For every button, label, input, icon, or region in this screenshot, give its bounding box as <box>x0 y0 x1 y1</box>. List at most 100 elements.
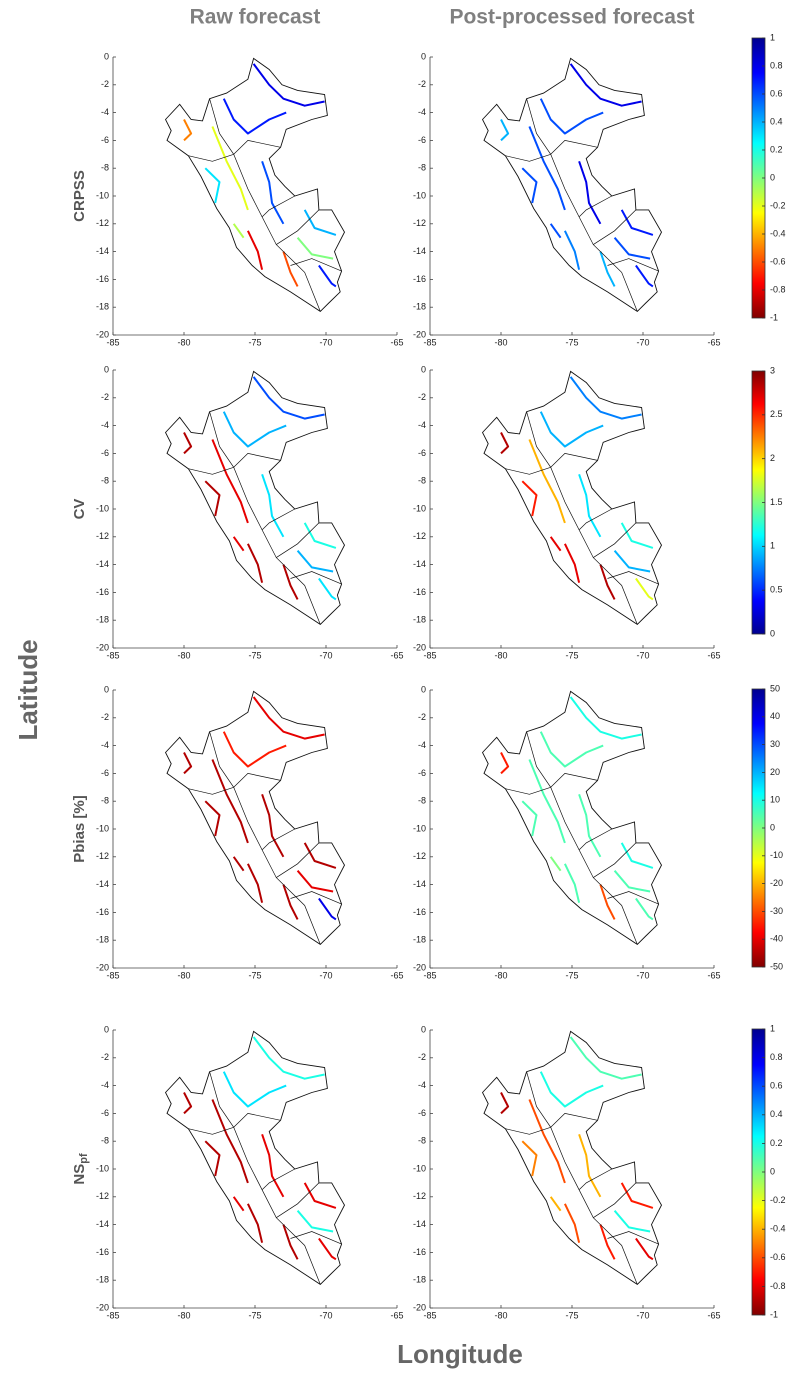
basin-boundary <box>290 571 342 585</box>
colorbar-tick-label: -0.6 <box>770 1252 786 1262</box>
colorbar-tick-label: 2.5 <box>770 409 783 419</box>
river <box>246 863 264 903</box>
y-tick-label: -8 <box>418 163 426 173</box>
river <box>296 1210 334 1233</box>
river <box>222 731 287 768</box>
river <box>282 884 299 920</box>
basin-boundary <box>526 98 638 312</box>
colorbar-tick-label: -0.2 <box>770 1195 786 1205</box>
basin-boundary <box>233 140 281 155</box>
basin-boundary <box>550 453 598 468</box>
river <box>539 98 604 135</box>
y-tick-label: -18 <box>96 1275 109 1285</box>
colorbar-tick-label: 0.6 <box>770 88 783 98</box>
river <box>599 1224 616 1260</box>
y-tick-label: -10 <box>413 190 426 200</box>
x-tick-label: -75 <box>565 970 578 980</box>
river <box>635 897 654 921</box>
basin-boundary <box>593 209 637 245</box>
row-label: Pbias [%] <box>71 795 88 863</box>
y-tick-label: -14 <box>413 559 426 569</box>
river <box>620 1182 654 1209</box>
y-tick-label: -2 <box>101 712 109 722</box>
river <box>204 480 221 517</box>
y-tick-label: -20 <box>96 962 109 972</box>
basin-boundary <box>550 773 598 788</box>
river <box>183 432 193 455</box>
river <box>232 856 245 872</box>
x-tick-label: -65 <box>390 337 403 347</box>
y-tick-label: -10 <box>96 190 109 200</box>
basin-boundary <box>607 571 659 585</box>
y-tick-label: -8 <box>101 163 109 173</box>
x-tick-label: -70 <box>319 650 332 660</box>
y-tick-label: -2 <box>101 392 109 402</box>
country-outline <box>164 1030 346 1285</box>
y-tick-label: -10 <box>413 503 426 513</box>
river <box>563 230 581 270</box>
y-tick-label: -16 <box>96 1247 109 1257</box>
colorbar-tick-label: 0 <box>770 172 775 182</box>
river <box>232 1196 245 1212</box>
river <box>282 1224 299 1260</box>
y-tick-label: -14 <box>96 879 109 889</box>
y-tick-label: -16 <box>413 274 426 284</box>
y-tick-label: -12 <box>96 1191 109 1201</box>
y-tick-label: -20 <box>413 642 426 652</box>
colorbar-tick-label: -50 <box>770 961 783 971</box>
river <box>318 897 337 921</box>
river <box>549 536 562 552</box>
x-tick-label: -65 <box>390 1310 403 1320</box>
river <box>578 160 602 225</box>
basin-boundary <box>290 258 342 272</box>
river <box>261 160 285 225</box>
y-tick-label: -8 <box>418 796 426 806</box>
y-tick-label: -18 <box>413 1275 426 1285</box>
basin-boundary <box>578 195 612 218</box>
colorbar-tick-label: 1 <box>770 32 775 42</box>
country-outline <box>164 690 346 945</box>
basin-boundary <box>261 195 295 218</box>
basin-boundary <box>233 1113 281 1128</box>
basin-boundary <box>550 140 598 155</box>
colorbar-tick-label: 1 <box>770 1023 775 1033</box>
river <box>303 1182 337 1209</box>
x-tick-label: -75 <box>248 337 261 347</box>
x-tick-label: -75 <box>248 1310 261 1320</box>
y-tick-label: -16 <box>96 274 109 284</box>
river <box>183 119 193 142</box>
x-tick-label: -85 <box>106 650 119 660</box>
x-tick-label: -70 <box>319 337 332 347</box>
x-tick-label: -80 <box>494 1310 507 1320</box>
row-label-subscript: pf <box>78 1153 90 1164</box>
basin-boundary <box>578 508 612 531</box>
y-tick-label: 0 <box>421 51 426 61</box>
river <box>528 126 566 211</box>
y-axis-label: Latitude <box>13 639 43 740</box>
y-tick-label: -16 <box>96 907 109 917</box>
basin-boundary <box>276 522 320 558</box>
river <box>303 842 337 869</box>
basin-boundary <box>526 1071 638 1285</box>
river <box>211 759 249 844</box>
y-tick-label: -8 <box>101 1136 109 1146</box>
basin-boundary <box>209 411 321 625</box>
colorbar-tick-label: -1 <box>770 1309 778 1319</box>
x-tick-label: -75 <box>565 337 578 347</box>
river <box>569 376 642 420</box>
colorbar-tick-label: 2 <box>770 453 775 463</box>
y-tick-label: 0 <box>421 1024 426 1034</box>
basin-boundary <box>188 1126 234 1135</box>
country-outline <box>481 57 663 312</box>
basin-boundary <box>593 842 637 878</box>
river <box>521 480 538 517</box>
x-tick-label: -70 <box>636 650 649 660</box>
x-tick-label: -65 <box>707 650 720 660</box>
row-label-text: CV <box>71 499 88 520</box>
y-tick-label: -12 <box>96 218 109 228</box>
colorbar-tick-label: 0.2 <box>770 144 783 154</box>
y-tick-label: 0 <box>104 1024 109 1034</box>
basin-boundary <box>607 891 659 905</box>
y-tick-label: -2 <box>418 392 426 402</box>
